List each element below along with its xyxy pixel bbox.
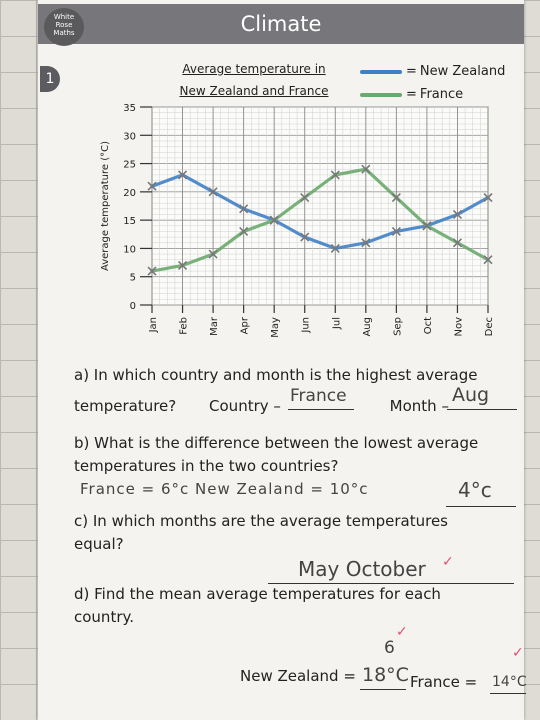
question-c: c) In which months are the average tempe… [74, 512, 448, 553]
y-tick-label: 25 [123, 160, 136, 171]
data-point-france [300, 192, 310, 203]
y-tick-label: 35 [123, 103, 136, 114]
data-point-new-zealand [208, 187, 218, 197]
label-new-zealand-mean: New Zealand = [240, 667, 356, 685]
x-tick-label: Nov [453, 317, 464, 337]
data-point-france [330, 170, 340, 180]
handwritten-country: France [290, 386, 347, 406]
series-line-france [150, 167, 490, 273]
data-point-new-zealand [391, 226, 401, 237]
legend-label-new-zealand: New Zealand [419, 64, 506, 79]
handwritten-month: Aug [452, 384, 490, 406]
data-point-france [361, 164, 371, 174]
answer-line-months[interactable] [268, 583, 514, 584]
y-tick-label: 5 [130, 273, 136, 284]
x-tick-label: Feb [179, 317, 190, 335]
data-point-new-zealand [177, 170, 188, 180]
data-point-france [391, 192, 401, 203]
data-point-france [177, 260, 188, 270]
handwritten-difference: 4°c [458, 478, 492, 502]
worksheet-header: Climate [38, 4, 524, 44]
question-b: b) What is the difference between the lo… [74, 434, 479, 475]
y-tick-label: 30 [123, 131, 136, 142]
data-point-new-zealand [452, 209, 463, 220]
x-tick-label: Mar [209, 316, 220, 336]
handwritten-working: France = 6°c New Zealand = 10°c [80, 480, 369, 498]
data-point-new-zealand [483, 192, 493, 203]
y-axis-label: Average temperature (°C) [100, 141, 111, 271]
temperature-line-chart: 0 5 10 15 20 25 30 35 Jan Feb Mar Apr May Jun Jul Aug Se… [100, 103, 495, 338]
correct-tick-icon: ✓ [442, 554, 454, 570]
legend-entry-new-zealand: = New Zealand [360, 60, 505, 83]
chart-legend: = New Zealand = France [360, 60, 505, 106]
question-d: d) Find the mean average temperatures fo… [74, 585, 441, 626]
question-a: a) In which country and month is the hig… [74, 366, 478, 415]
question-number: 1 [40, 66, 60, 92]
chart-title-line-2: New Zealand and France [179, 84, 329, 98]
answer-line-nz-mean[interactable] [360, 689, 406, 690]
legend-swatch-france [360, 92, 402, 97]
y-tick-label: 20 [123, 188, 136, 199]
data-point-france [452, 238, 463, 248]
data-point-new-zealand [330, 243, 340, 253]
x-tick-label: Dec [484, 317, 495, 336]
handwritten-correction: 6 [384, 638, 395, 658]
x-tick-label: May [270, 317, 281, 338]
data-point-france [483, 255, 493, 265]
handwritten-france-mean: 14°C [492, 674, 527, 690]
y-tick-label: 10 [123, 244, 136, 255]
data-point-france [208, 249, 218, 259]
data-point-new-zealand [147, 181, 157, 191]
chart-title-line-1: Average temperature in [182, 62, 326, 76]
series-line-new-zealand [150, 173, 490, 251]
correct-tick-icon: ✓ [396, 624, 408, 640]
x-tick-label: Jun [301, 317, 312, 334]
x-tick-label: Jul [331, 317, 342, 330]
handwritten-nz-mean: 18°C [362, 664, 409, 686]
data-point-new-zealand [361, 238, 371, 248]
x-tick-label: Sep [392, 317, 403, 336]
data-point-france [269, 215, 279, 225]
label-france-mean: France = [410, 673, 478, 691]
data-point-france [422, 221, 432, 231]
data-point-france [239, 226, 249, 237]
x-tick-label: Oct [423, 317, 434, 334]
answer-line-month[interactable] [447, 409, 517, 410]
legend-label-france: France [419, 87, 464, 102]
white-rose-logo: White Rose Maths [44, 8, 84, 46]
legend-entry-france: = France [360, 83, 505, 106]
y-tick-label: 15 [123, 216, 136, 227]
answer-line-country[interactable] [288, 409, 354, 410]
handwritten-months: May October [298, 557, 426, 581]
x-tick-label: Jan [148, 317, 159, 333]
x-tick-label: Apr [240, 316, 251, 334]
answer-line-difference[interactable] [446, 506, 516, 507]
x-tick-label: Aug [362, 317, 373, 337]
data-point-new-zealand [300, 232, 310, 242]
page-title: Climate [240, 12, 322, 36]
legend-swatch-new-zealand [360, 69, 402, 74]
correct-tick-icon: ✓ [512, 645, 524, 661]
data-point-new-zealand [239, 204, 249, 214]
chart-title: Average temperature in New Zealand and F… [170, 58, 338, 102]
y-tick-label: 0 [130, 301, 136, 312]
answer-line-france-mean[interactable] [490, 693, 526, 694]
data-point-france [147, 266, 157, 276]
